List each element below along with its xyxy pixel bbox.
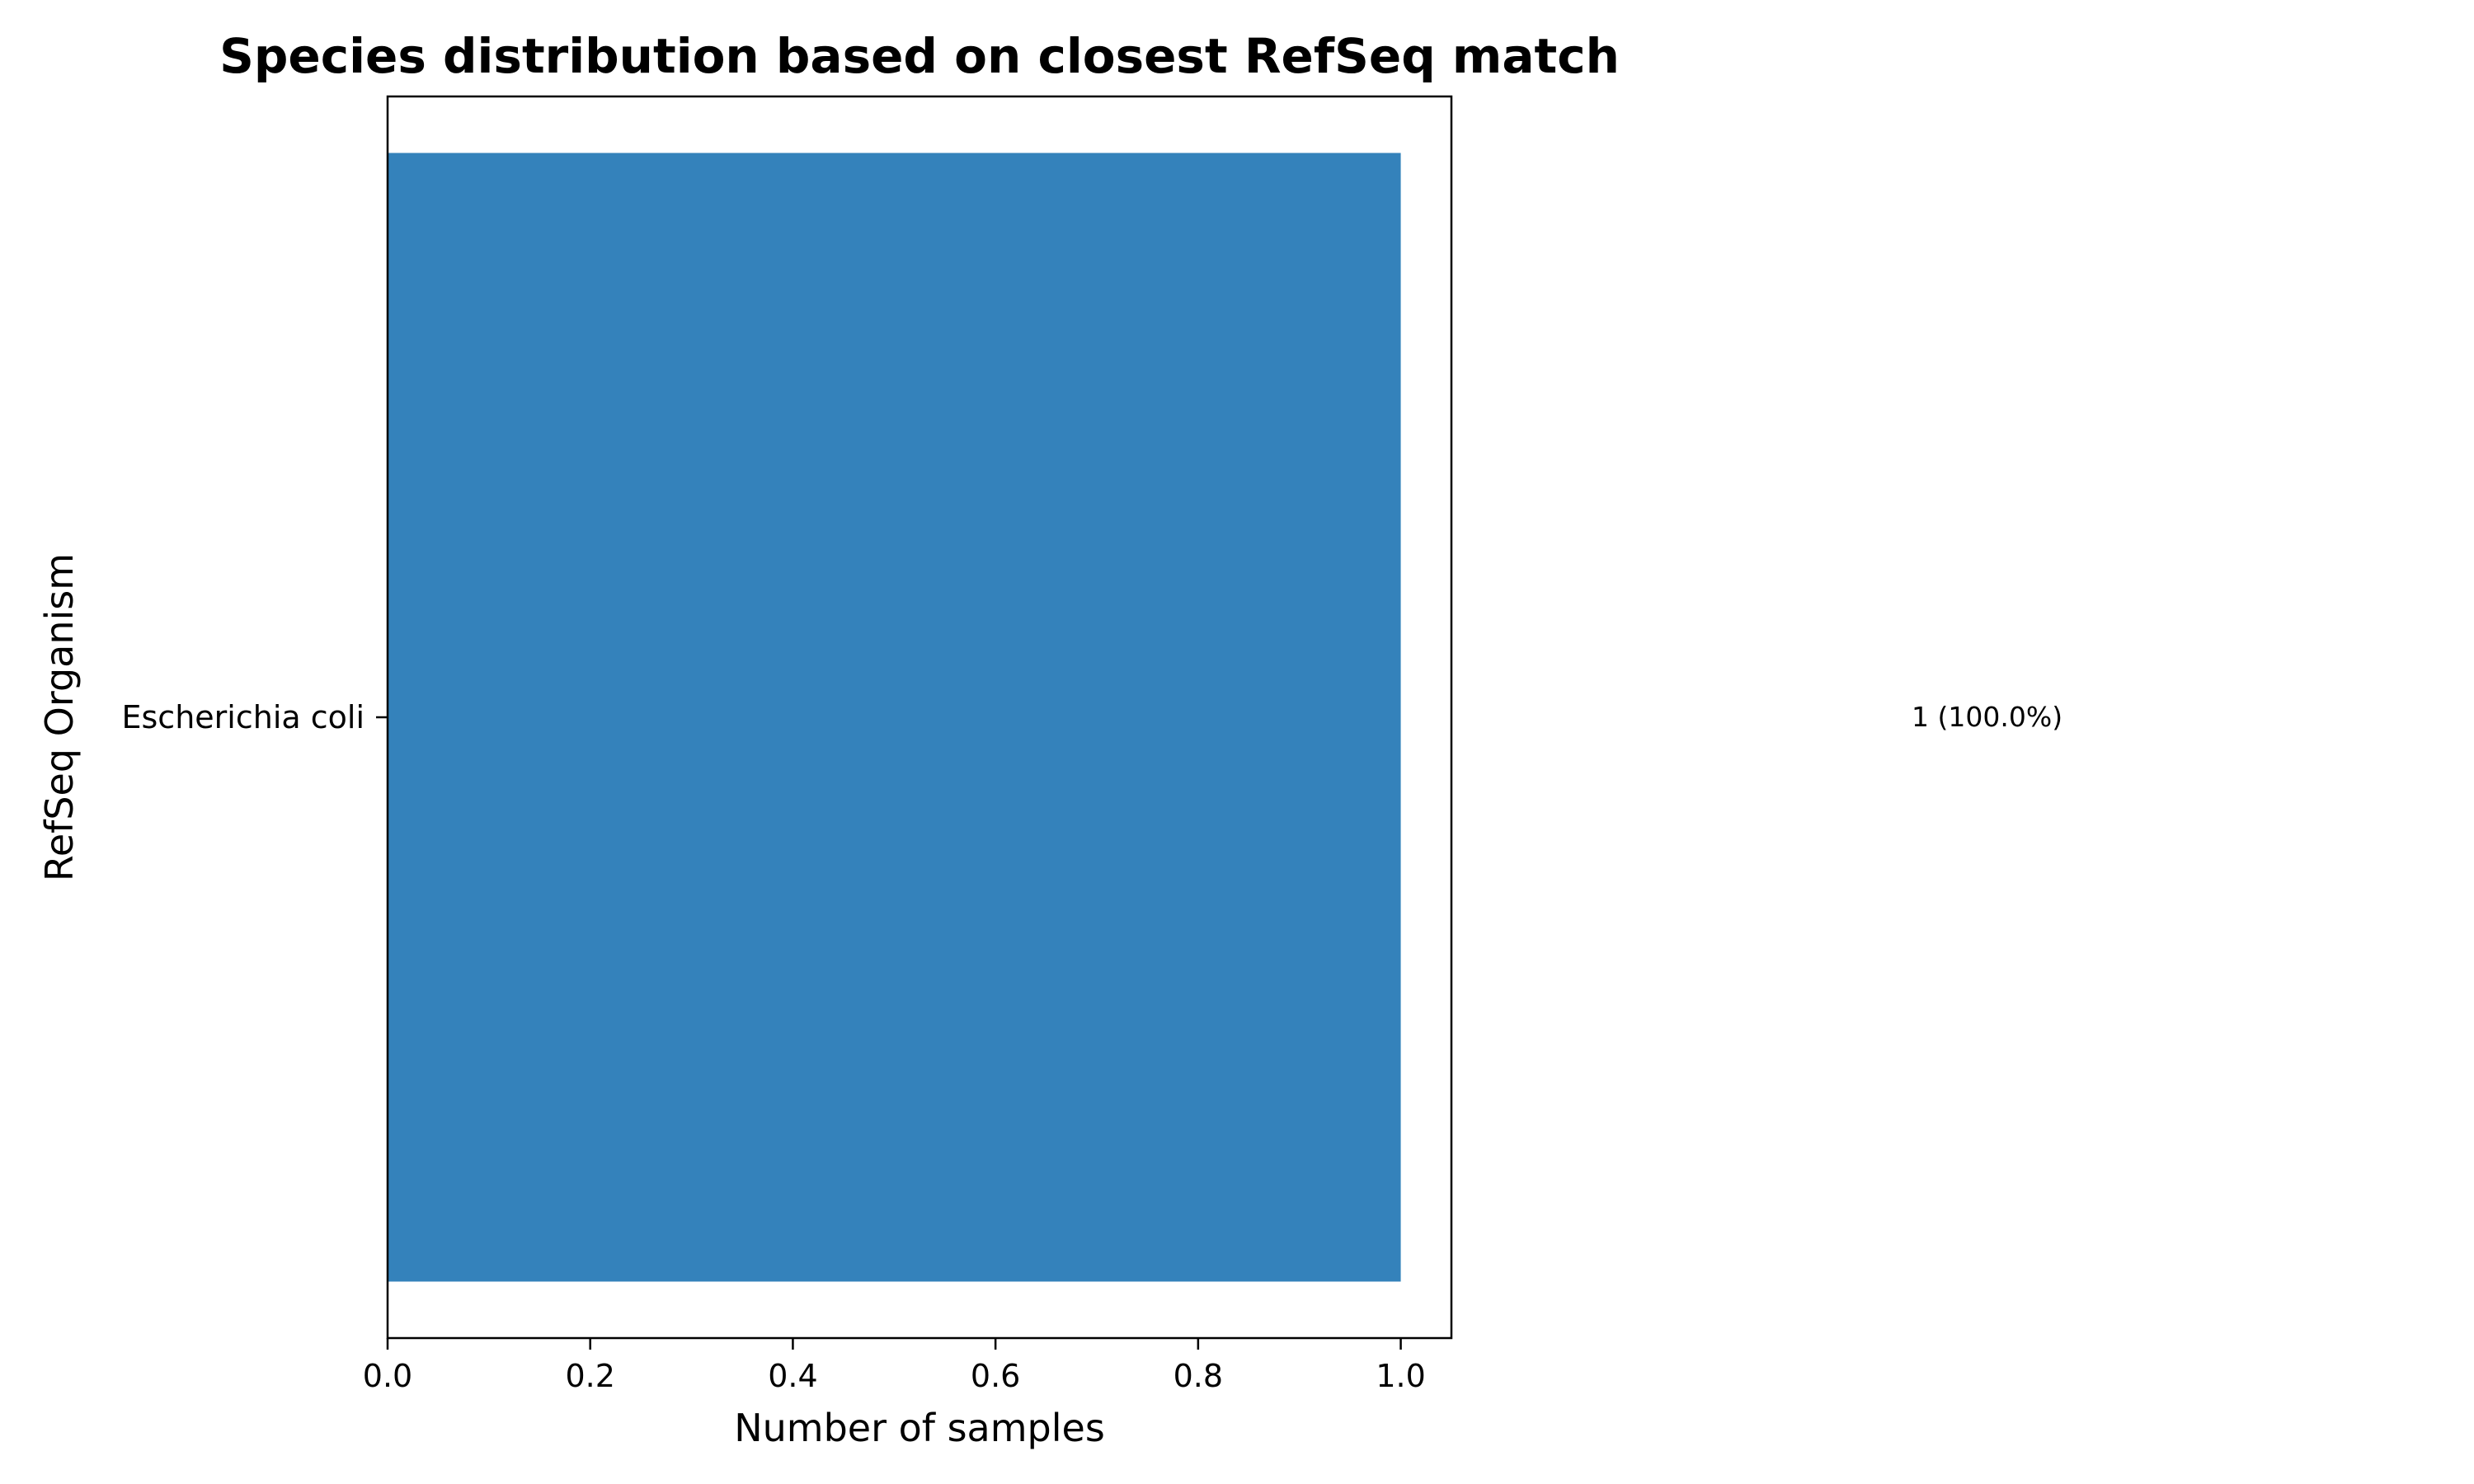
- bar-0: [388, 153, 1401, 1282]
- x-tick-label-1: 0.2: [565, 1358, 614, 1394]
- chart-title: Species distribution based on closest Re…: [219, 28, 1620, 84]
- x-tick-label-3: 0.6: [971, 1358, 1020, 1394]
- plot-frame: [386, 95, 1453, 1340]
- x-tick-label-5: 1.0: [1376, 1358, 1425, 1394]
- x-tick-label-0: 0.0: [363, 1358, 412, 1394]
- x-axis-label: Number of samples: [734, 1406, 1105, 1450]
- plot-area: Escherichia coli 1 (100.0%) 0.0 0.2 0.4 0.6 0.…: [122, 95, 2062, 1394]
- x-tick-label-2: 0.4: [768, 1358, 817, 1394]
- y-axis-label: RefSeq Organism: [37, 553, 82, 881]
- y-tick-label-0: Escherichia coli: [122, 699, 365, 735]
- data-label-0: 1 (100.0%): [1912, 701, 2062, 733]
- x-tick-label-4: 0.8: [1174, 1358, 1223, 1394]
